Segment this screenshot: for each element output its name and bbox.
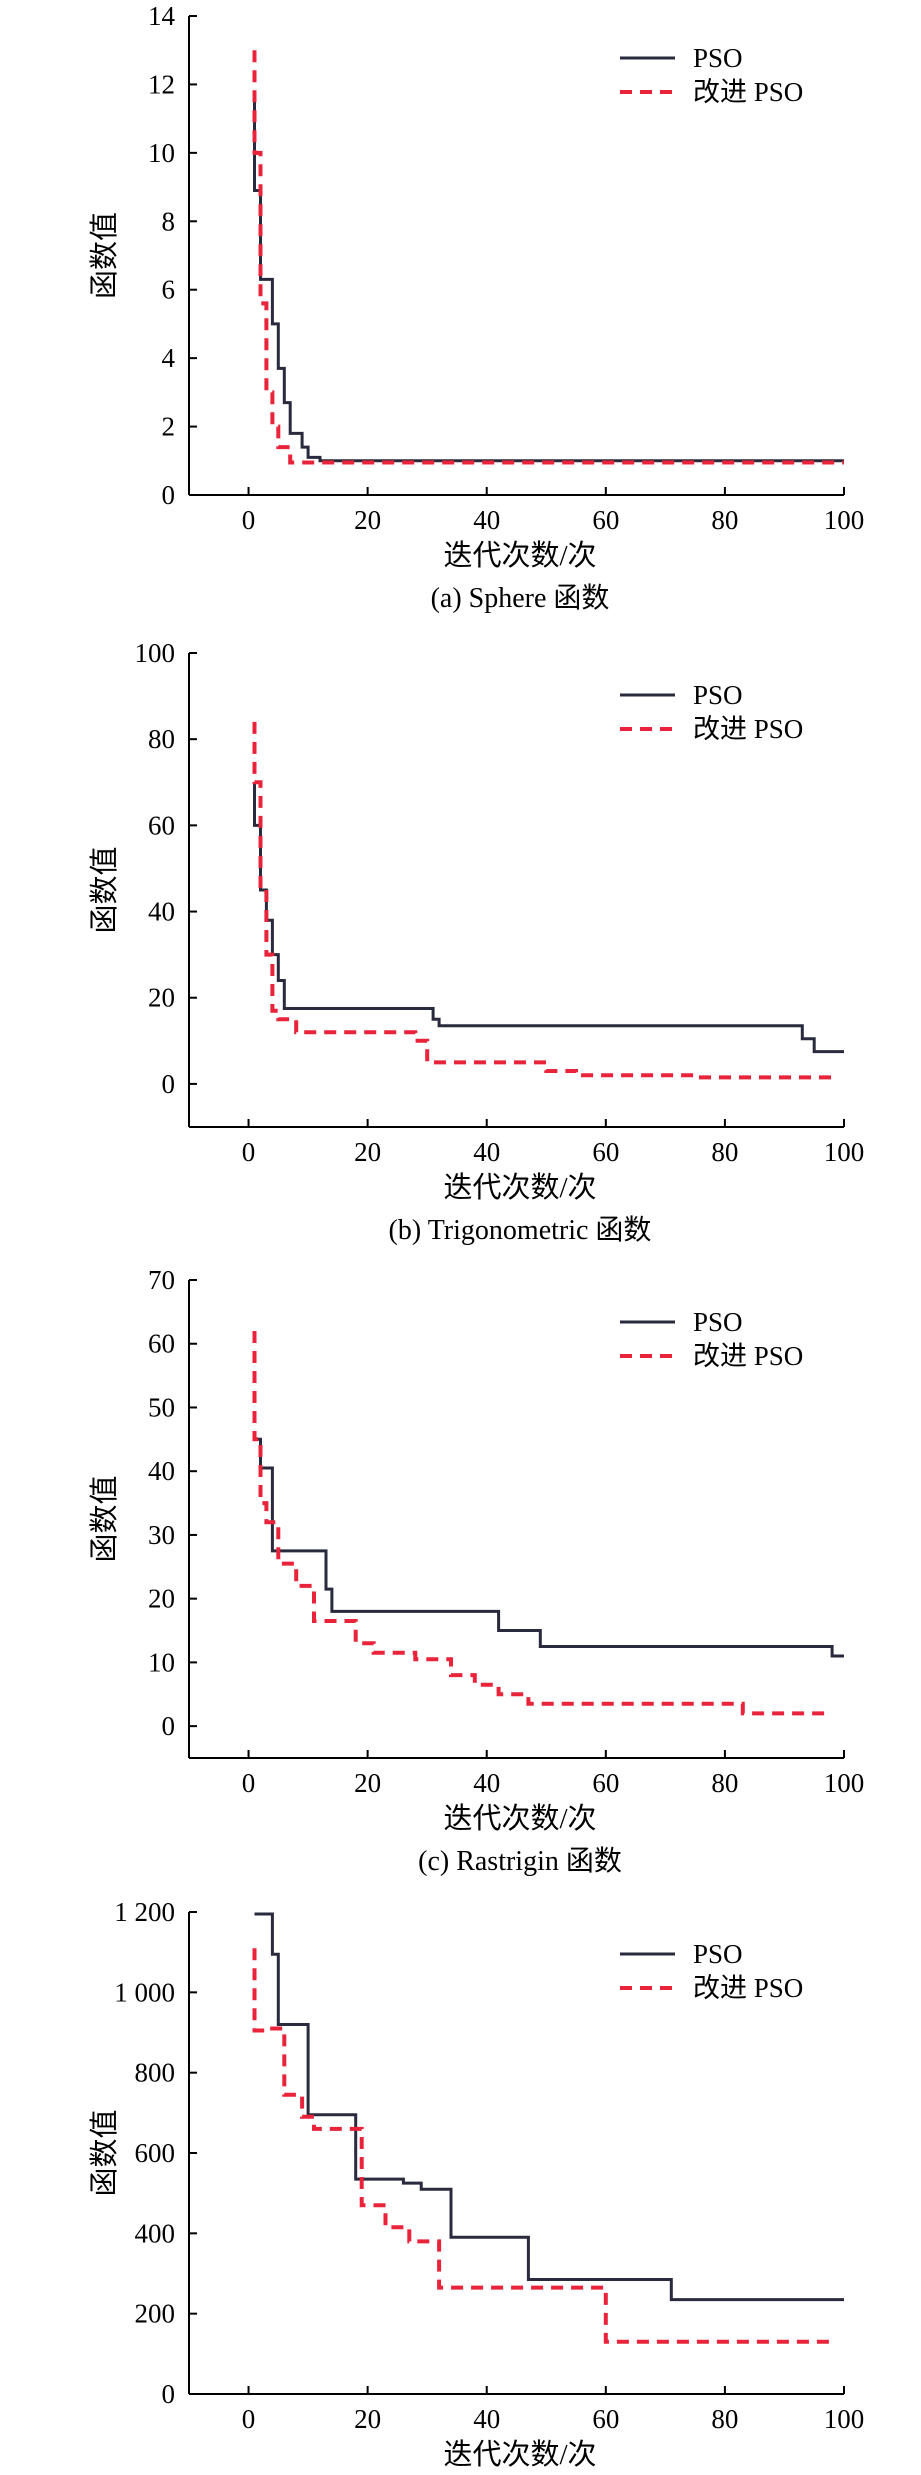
x-tick-label: 100 — [824, 505, 865, 535]
y-tick-label: 10 — [148, 138, 175, 168]
y-tick-label: 80 — [148, 724, 175, 754]
legend-label: 改进 PSO — [693, 77, 803, 107]
x-axis-title: 迭代次数/次 — [443, 1171, 596, 1204]
y-tick-label: 40 — [148, 1456, 175, 1486]
x-tick-label: 0 — [242, 2404, 256, 2434]
y-tick-label: 6 — [162, 275, 176, 305]
y-tick-label: 800 — [135, 2058, 176, 2088]
x-tick-label: 60 — [592, 1768, 619, 1798]
y-tick-label: 600 — [135, 2138, 176, 2168]
legend-label: PSO — [693, 1939, 743, 1969]
y-tick-label: 0 — [162, 1711, 176, 1741]
x-tick-label: 40 — [473, 1137, 500, 1167]
x-tick-label: 20 — [354, 1768, 381, 1798]
y-tick-label: 70 — [148, 1265, 175, 1295]
x-tick-label: 80 — [711, 1768, 738, 1798]
y-tick-label: 20 — [148, 1584, 175, 1614]
series-line-improved-pso — [252, 50, 844, 465]
x-tick-label: 20 — [354, 505, 381, 535]
x-tick-label: 100 — [824, 1137, 865, 1167]
y-tick-label: 200 — [135, 2299, 176, 2329]
x-tick-label: 60 — [592, 1137, 619, 1167]
legend-label: PSO — [693, 43, 743, 73]
y-tick-label: 14 — [148, 1, 176, 31]
x-tick-label: 40 — [473, 1768, 500, 1798]
x-tick-label: 20 — [354, 2404, 381, 2434]
x-tick-label: 40 — [473, 2404, 500, 2434]
series-line-improved-pso — [252, 1948, 833, 2344]
legend-label: PSO — [693, 1307, 743, 1337]
series-line-pso — [254, 1437, 844, 1658]
x-tick-label: 0 — [242, 1137, 256, 1167]
chart-panel-d: 0 200 400 600 800 1 000 1 200 0 20 40 60 80 100 PSO 改进… — [88, 1897, 865, 2471]
chart-panel-c: 0 10 20 30 40 50 60 70 0 20 40 60 80 100 PSO 改进 PSO 迭代次数… — [88, 1265, 864, 1877]
x-tick-label: 40 — [473, 505, 500, 535]
y-tick-label: 60 — [148, 810, 175, 840]
x-tick-label: 0 — [242, 1768, 256, 1798]
x-axis-title: 迭代次数/次 — [443, 539, 596, 572]
x-axis-title: 迭代次数/次 — [443, 2438, 596, 2471]
y-tick-label: 400 — [135, 2218, 176, 2248]
y-tick-label: 0 — [162, 1069, 176, 1099]
legend-label: 改进 PSO — [693, 714, 803, 744]
x-tick-label: 80 — [711, 2404, 738, 2434]
legend-label: 改进 PSO — [693, 1341, 803, 1371]
y-axis-title: 函数值 — [88, 212, 121, 299]
y-tick-label: 0 — [162, 480, 176, 510]
x-axis-title: 迭代次数/次 — [443, 1802, 596, 1835]
x-tick-label: 100 — [824, 1768, 865, 1798]
x-tick-label: 20 — [354, 1137, 381, 1167]
y-tick-label: 8 — [162, 206, 176, 236]
y-tick-label: 1 000 — [114, 1977, 175, 2007]
y-axis-title: 函数值 — [88, 846, 121, 933]
y-tick-label: 10 — [148, 1647, 175, 1677]
y-tick-label: 2 — [162, 412, 176, 442]
chart-caption: (b) Trigonometric 函数 — [389, 1214, 652, 1246]
legend-label: 改进 PSO — [693, 1973, 803, 2003]
x-tick-label: 80 — [711, 505, 738, 535]
x-tick-label: 60 — [592, 505, 619, 535]
chart-caption: (a) Sphere 函数 — [431, 582, 610, 614]
chart-panel-a: 0 2 4 6 8 10 12 14 0 20 40 60 80 100 PSO 改进 PSO 迭代次数/次 函数… — [88, 1, 864, 614]
y-axis-title: 函数值 — [88, 2109, 121, 2196]
series-line-pso — [253, 782, 844, 1054]
y-tick-label: 60 — [148, 1329, 175, 1359]
y-tick-label: 0 — [162, 2379, 176, 2409]
series-line-improved-pso — [252, 1331, 833, 1716]
series-line-pso — [253, 101, 844, 463]
y-tick-label: 50 — [148, 1392, 175, 1422]
legend-label: PSO — [693, 680, 743, 710]
y-tick-label: 40 — [148, 897, 175, 927]
y-tick-label: 100 — [135, 638, 176, 668]
y-tick-label: 20 — [148, 983, 175, 1013]
series-line-pso — [254, 1912, 844, 2302]
y-tick-label: 1 200 — [114, 1897, 175, 1927]
y-axis-title: 函数值 — [88, 1475, 121, 1562]
y-tick-label: 30 — [148, 1520, 175, 1550]
x-tick-label: 0 — [242, 505, 256, 535]
x-tick-label: 100 — [824, 2404, 865, 2434]
chart-panel-b: 0 20 40 60 80 100 0 20 40 60 80 100 PSO 改进 PSO 迭代次数/次 函… — [88, 638, 864, 1246]
x-tick-label: 60 — [592, 2404, 619, 2434]
x-tick-label: 80 — [711, 1137, 738, 1167]
y-tick-label: 4 — [162, 343, 176, 373]
y-tick-label: 12 — [148, 69, 175, 99]
series-line-improved-pso — [252, 721, 833, 1080]
chart-caption: (c) Rastrigin 函数 — [418, 1845, 622, 1877]
